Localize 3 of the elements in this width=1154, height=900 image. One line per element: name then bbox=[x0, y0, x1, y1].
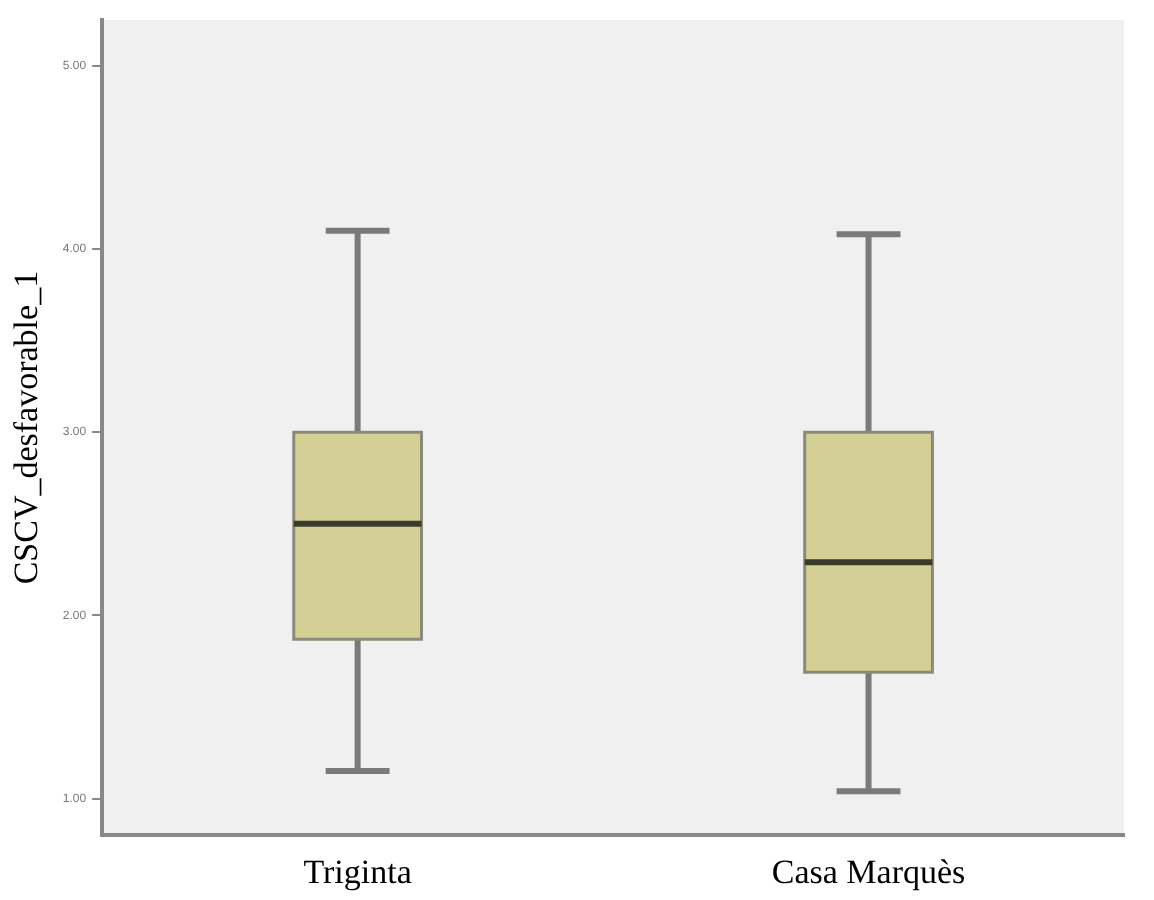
y-axis-title: CSCV_desfavorable_1 bbox=[7, 270, 46, 585]
x-tick-label: Casa Marquès bbox=[771, 852, 966, 891]
x-tick-label: Triginta bbox=[303, 852, 413, 891]
